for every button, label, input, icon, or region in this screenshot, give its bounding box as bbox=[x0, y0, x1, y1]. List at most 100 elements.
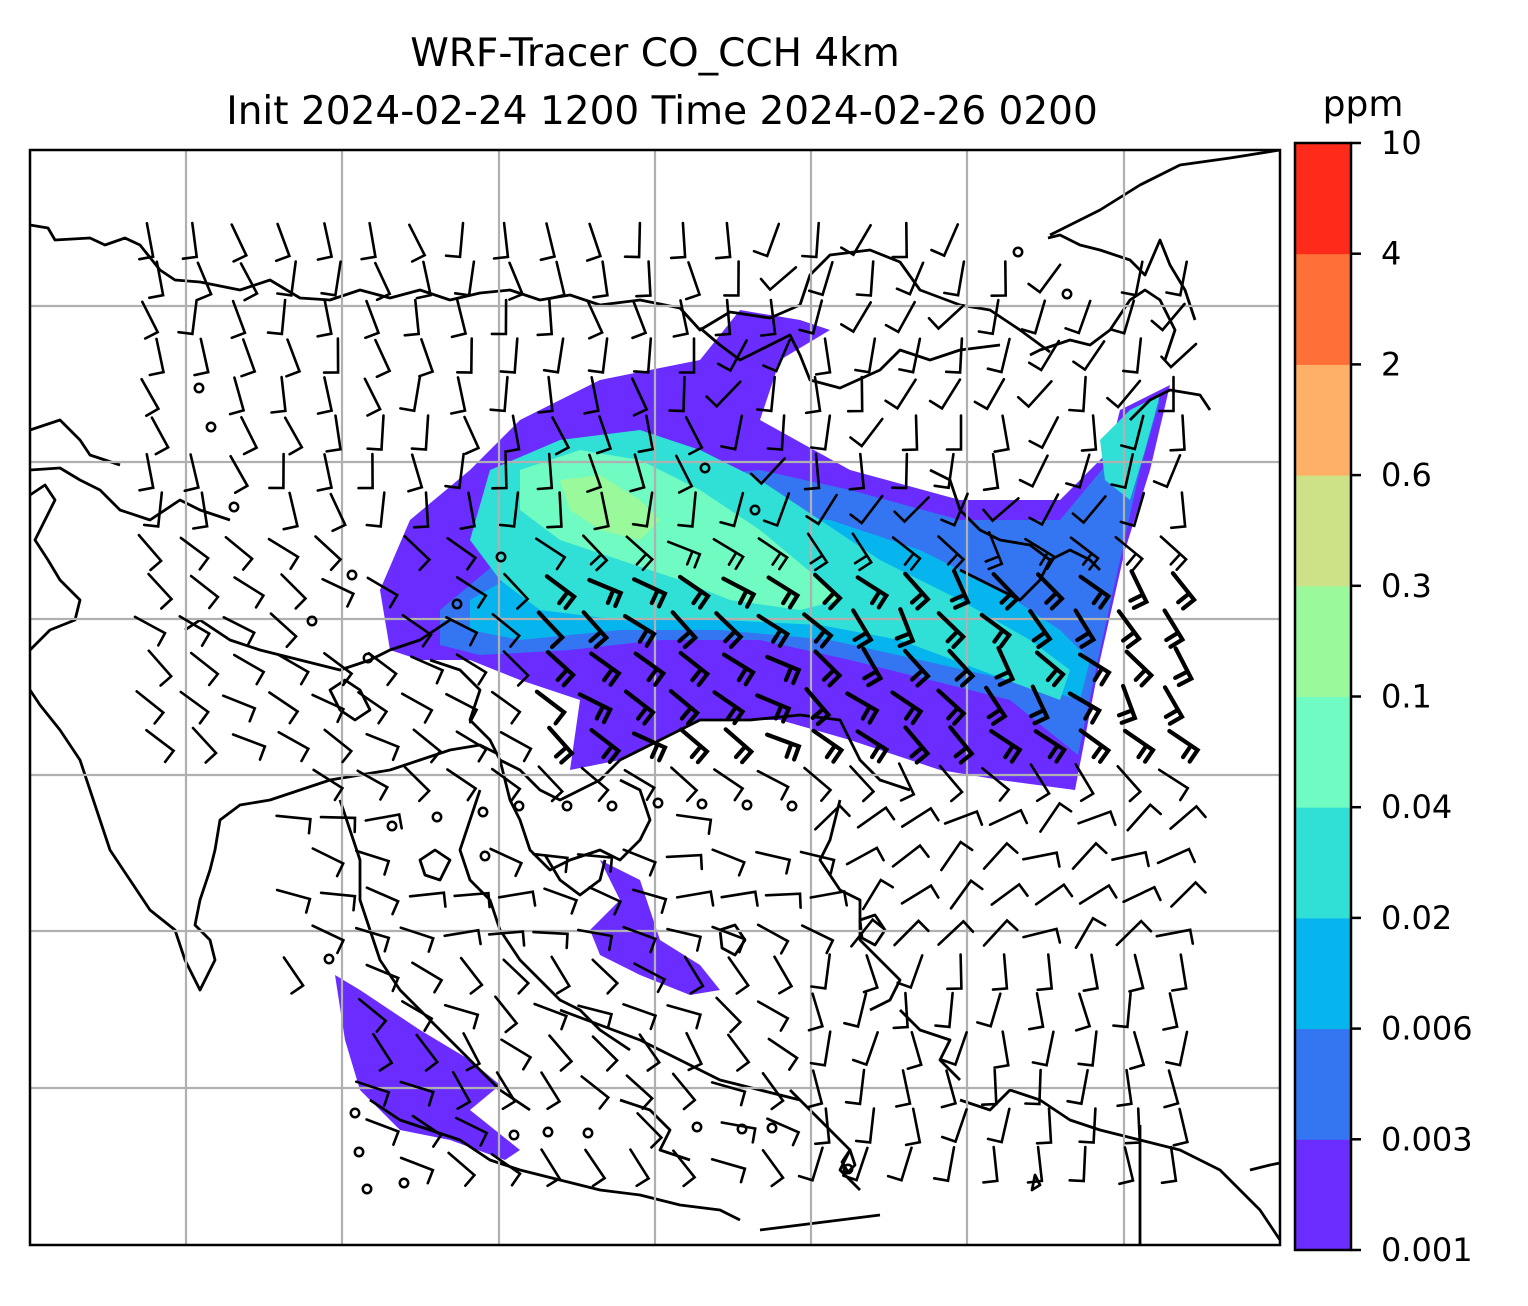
wind-barb bbox=[715, 996, 743, 1034]
coastline-segment bbox=[30, 223, 1051, 354]
wind-barb bbox=[240, 416, 259, 456]
wind-barb bbox=[685, 1031, 704, 1072]
wind-barb bbox=[623, 689, 656, 726]
wind-barb bbox=[623, 769, 656, 801]
wind-barb bbox=[810, 953, 831, 990]
wind-barb bbox=[193, 337, 210, 377]
wind-barb bbox=[990, 882, 1029, 906]
wind-barb bbox=[936, 688, 967, 726]
wind-barb bbox=[948, 725, 975, 765]
wind-barb bbox=[266, 298, 287, 336]
wind-barb bbox=[1116, 765, 1143, 803]
wind-barb bbox=[981, 767, 1011, 802]
wind-barb bbox=[179, 690, 211, 725]
wind-barb bbox=[487, 930, 526, 947]
wind-barb bbox=[408, 891, 447, 908]
wind-barb bbox=[904, 1107, 922, 1147]
wind-barb bbox=[228, 376, 246, 416]
wind-barb bbox=[814, 1107, 831, 1146]
wind-barb bbox=[177, 298, 198, 336]
wind-barb bbox=[755, 850, 792, 875]
wind-barb bbox=[491, 613, 522, 648]
wind-barb bbox=[231, 733, 267, 761]
wind-barb bbox=[401, 1000, 434, 1032]
wind-barb bbox=[311, 693, 346, 724]
colorbar-tick-label: 10 bbox=[1381, 124, 1422, 162]
wind-barb bbox=[191, 726, 218, 764]
calm-wind-marker bbox=[205, 421, 217, 433]
wind-barb bbox=[677, 491, 697, 528]
wind-barb bbox=[669, 221, 687, 260]
calm-wind-marker bbox=[691, 1121, 703, 1133]
calm-wind-marker bbox=[696, 798, 708, 810]
calm-wind-marker bbox=[451, 598, 463, 610]
wind-barb bbox=[270, 375, 287, 414]
wind-barb bbox=[285, 338, 302, 378]
coastline-segment bbox=[328, 678, 372, 722]
wind-barb bbox=[891, 536, 922, 571]
colorbar-segment bbox=[1295, 1028, 1351, 1140]
wind-barb bbox=[893, 919, 930, 947]
wind-barb bbox=[580, 1075, 611, 1110]
wind-barb bbox=[799, 850, 836, 875]
wind-barb bbox=[267, 537, 300, 571]
wind-barb bbox=[991, 572, 1021, 611]
wind-barb bbox=[312, 768, 345, 802]
wind-barb bbox=[500, 1038, 533, 1071]
wind-barb bbox=[447, 1151, 477, 1187]
wind-barb bbox=[1169, 414, 1186, 452]
wind-barb bbox=[928, 378, 962, 411]
colorbar-tick-label: 0.02 bbox=[1381, 899, 1452, 937]
wind-barb bbox=[622, 925, 658, 954]
wind-barb bbox=[668, 375, 686, 413]
wind-barb bbox=[1124, 649, 1155, 688]
wind-barb bbox=[1071, 841, 1108, 870]
wind-barb bbox=[490, 1153, 522, 1187]
wind-barb bbox=[752, 222, 781, 258]
colorbar-segment bbox=[1295, 585, 1351, 697]
wind-barb bbox=[846, 375, 864, 413]
wind-barb bbox=[1162, 685, 1185, 726]
wind-barb bbox=[1150, 302, 1186, 332]
wind-barb bbox=[756, 769, 790, 801]
wind-barb bbox=[714, 611, 744, 649]
wind-barb bbox=[577, 692, 614, 725]
wind-barb bbox=[1157, 768, 1190, 802]
wind-barb bbox=[489, 375, 509, 413]
wind-barb bbox=[1170, 880, 1207, 908]
wind-barb bbox=[756, 1000, 790, 1032]
calm-wind-marker bbox=[306, 615, 318, 627]
colorbar-segment bbox=[1295, 475, 1351, 587]
coastline-segment bbox=[458, 789, 631, 1052]
wind-barb bbox=[364, 812, 403, 830]
wind-barb bbox=[230, 223, 249, 263]
wind-barb bbox=[711, 848, 746, 877]
wind-barb bbox=[807, 992, 825, 1032]
wind-barb bbox=[984, 530, 1004, 571]
wind-barb bbox=[1028, 609, 1053, 650]
wind-barb bbox=[581, 610, 610, 650]
wind-barb bbox=[900, 806, 940, 828]
wind-barb bbox=[224, 535, 254, 571]
wind-barb bbox=[670, 610, 699, 650]
colorbar-segment bbox=[1295, 807, 1351, 919]
wind-barb bbox=[811, 728, 845, 764]
wind-barb bbox=[767, 1037, 799, 1071]
calm-wind-marker bbox=[386, 820, 398, 832]
wind-barb bbox=[230, 299, 247, 340]
coastline-segment bbox=[369, 1098, 741, 1222]
wind-barb bbox=[993, 1030, 1010, 1069]
wind-barb bbox=[399, 1156, 435, 1185]
wind-barb bbox=[806, 532, 829, 572]
wind-barb bbox=[189, 574, 220, 610]
wind-barb bbox=[415, 1033, 440, 1072]
calm-wind-marker bbox=[228, 501, 240, 513]
wind-barb bbox=[842, 1146, 869, 1182]
wind-barb bbox=[148, 337, 166, 377]
wind-barb bbox=[1172, 1107, 1189, 1147]
colorbar-unit: ppm bbox=[1323, 84, 1404, 125]
wind-barb bbox=[453, 260, 476, 297]
wind-barb bbox=[814, 803, 851, 831]
wind-barb bbox=[1028, 416, 1060, 450]
wind-barb bbox=[666, 540, 702, 569]
